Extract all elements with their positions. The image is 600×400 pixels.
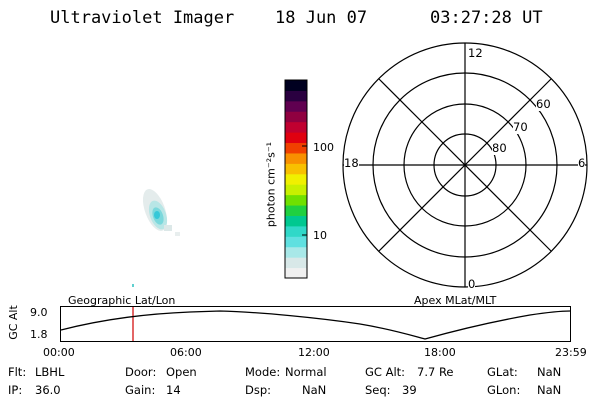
colorbar-band [285,152,307,164]
status-seq-value: 39 [402,383,417,397]
status-door-key: Door: [125,365,157,379]
status-gain-key: Gain: [125,383,156,397]
colorbar-band [285,205,307,216]
status-gcalt-key: GC Alt: [365,365,406,379]
time-tick-1200: 12:00 [298,346,330,359]
colorbar-tick-100: 100 [313,141,334,154]
colorbar-band [285,184,307,196]
status-dsp-key: Dsp: [245,383,272,397]
colorbar-band [285,132,307,144]
track-y-tick-1.8: 1.8 [30,328,48,341]
track-y-tick-9: 9.0 [30,306,48,319]
colorbar-band [285,90,307,102]
time-tick-1800: 18:00 [424,346,456,359]
colorbar-band [285,257,307,269]
time-tick-0600: 06:00 [170,346,202,359]
mlt-label-6: 6 [578,156,586,170]
status-ip-value: 36.0 [35,383,61,397]
altitude-curve [60,310,571,340]
mlt-label-18: 18 [344,156,359,170]
colorbar-band [285,267,307,279]
colorbar-band [285,163,307,175]
colorbar-band [285,142,307,154]
colorbar-scale [285,80,307,279]
status-gcalt-value: 7.7 Re [417,365,454,379]
mlt-label-12: 12 [468,46,483,60]
track-y-axis-label: GC Alt [6,305,20,340]
status-dsp-value: NaN [302,383,327,397]
colorbar [284,79,308,279]
orbit-track-plot [60,306,571,342]
status-door-value: Open [166,365,197,379]
apex-label: Apex MLat/MLT [414,294,497,307]
colorbar-band [285,246,307,258]
geographic-label: Geographic Lat/Lon [68,294,176,307]
mlt-label-0: 0 [468,277,476,291]
colorbar-band [285,121,307,133]
time-tick-0000: 00:00 [43,346,75,359]
colorbar-band [285,215,307,227]
auroral-blob [132,189,180,287]
status-ip-key: IP: [8,383,23,397]
time-tick-2359: 23:59 [555,346,587,359]
lat-label-60: 60 [536,97,551,111]
status-glon-value: NaN [537,383,562,397]
lat-label-80: 80 [492,141,507,155]
status-glat-key: GLat: [487,365,518,379]
colorbar-band [285,194,307,206]
polar-plot [342,42,588,288]
auroral-image [132,189,180,287]
colorbar-band [285,225,307,237]
status-seq-key: Seq: [365,383,391,397]
time-label: 03:27:28 UT [430,8,543,28]
instrument-title: Ultraviolet Imager [50,8,235,28]
status-gain-value: 14 [166,383,181,397]
status-flt-key: Flt: [8,365,27,379]
date-label: 18 Jun 07 [275,8,368,28]
colorbar-unit-label: photon cm⁻²s⁻¹ [264,141,278,228]
lat-label-70: 70 [513,120,528,134]
status-mode-value: Normal [285,365,327,379]
colorbar-tick-10: 10 [313,229,327,242]
status-flt-value: LBHL [35,365,65,379]
status-glat-value: NaN [537,365,562,379]
colorbar-band [285,100,307,112]
status-mode-key: Mode: [245,365,281,379]
colorbar-band [285,111,307,123]
colorbar-band [285,173,307,185]
colorbar-band [285,236,307,248]
colorbar-band [285,80,307,91]
status-glon-key: GLon: [487,383,521,397]
